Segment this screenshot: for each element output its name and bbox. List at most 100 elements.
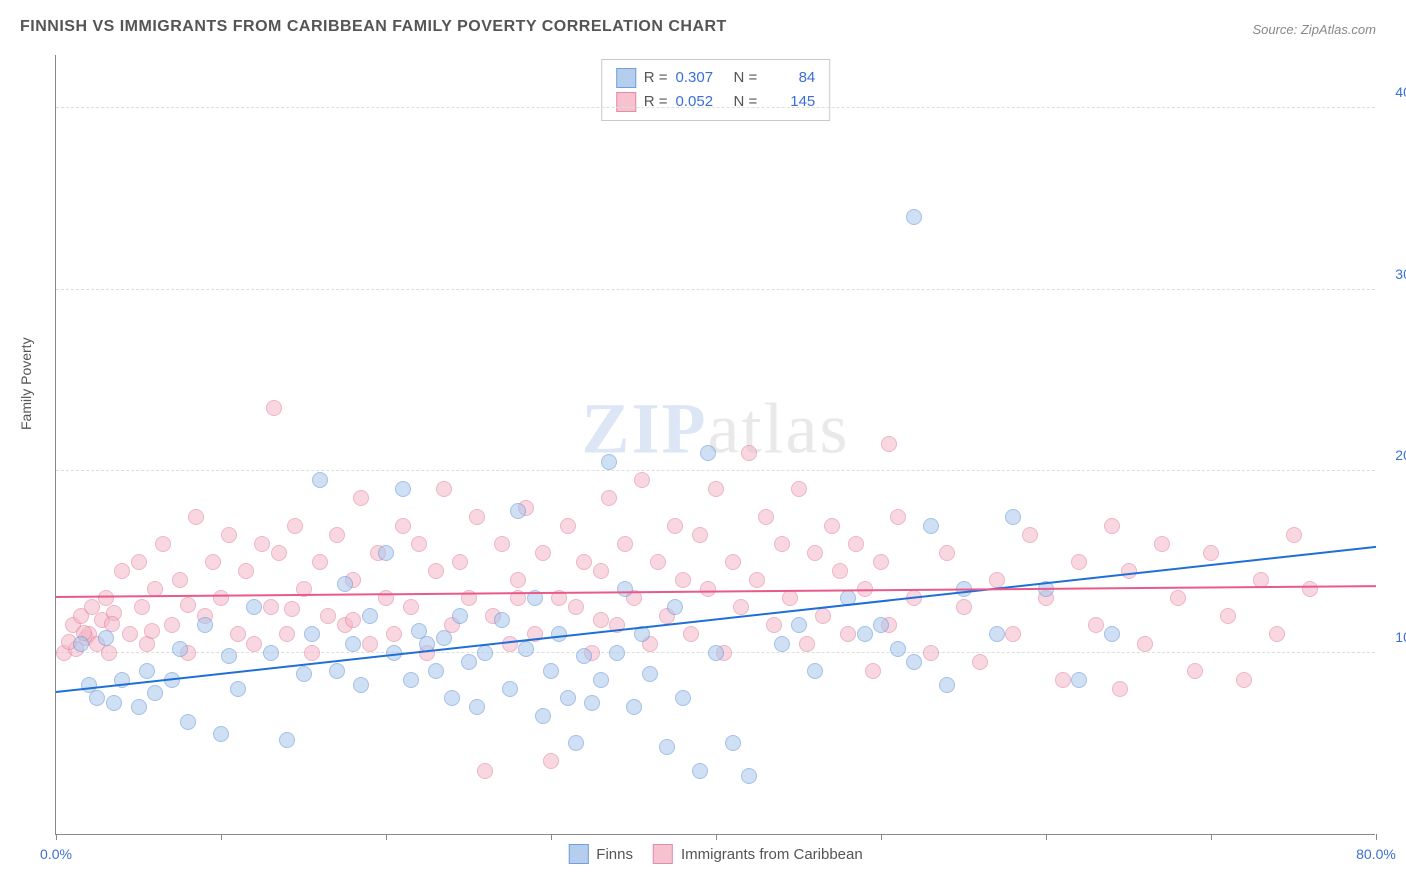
scatter-point: [601, 490, 617, 506]
scatter-point: [1005, 626, 1021, 642]
scatter-point: [700, 445, 716, 461]
y-tick-label: 20.0%: [1395, 447, 1406, 463]
scatter-point: [271, 545, 287, 561]
scatter-point: [230, 681, 246, 697]
scatter-point: [906, 654, 922, 670]
scatter-point: [266, 400, 282, 416]
scatter-point: [73, 636, 89, 652]
scatter-point: [593, 612, 609, 628]
scatter-point: [254, 536, 270, 552]
scatter-point: [667, 518, 683, 534]
scatter-point: [144, 623, 160, 639]
scatter-point: [626, 699, 642, 715]
scatter-point: [131, 699, 147, 715]
scatter-point: [1104, 626, 1120, 642]
scatter-point: [923, 645, 939, 661]
scatter-point: [584, 695, 600, 711]
scatter-point: [576, 648, 592, 664]
scatter-point: [246, 599, 262, 615]
x-tick: [1046, 834, 1047, 840]
scatter-point: [1302, 581, 1318, 597]
scatter-point: [477, 763, 493, 779]
scatter-point: [428, 563, 444, 579]
scatter-point: [815, 608, 831, 624]
scatter-point: [692, 527, 708, 543]
scatter-point: [650, 554, 666, 570]
scatter-point: [155, 536, 171, 552]
scatter-point: [593, 672, 609, 688]
x-tick: [716, 834, 717, 840]
scatter-point: [180, 714, 196, 730]
legend-swatch: [568, 844, 588, 864]
scatter-point: [560, 518, 576, 534]
scatter-point: [147, 685, 163, 701]
source-name: ZipAtlas.com: [1301, 22, 1376, 37]
scatter-point: [221, 648, 237, 664]
scatter-point: [1220, 608, 1236, 624]
source-prefix: Source:: [1252, 22, 1300, 37]
n-value: 84: [765, 66, 815, 90]
scatter-point: [824, 518, 840, 534]
scatter-point: [659, 739, 675, 755]
scatter-point: [667, 599, 683, 615]
legend-series: FinnsImmigrants from Caribbean: [568, 844, 862, 864]
scatter-point: [221, 527, 237, 543]
scatter-point: [329, 527, 345, 543]
scatter-point: [972, 654, 988, 670]
scatter-point: [568, 735, 584, 751]
scatter-point: [1121, 563, 1137, 579]
scatter-point: [213, 726, 229, 742]
scatter-point: [807, 663, 823, 679]
scatter-point: [568, 599, 584, 615]
scatter-point: [1104, 518, 1120, 534]
scatter-point: [395, 518, 411, 534]
scatter-point: [477, 645, 493, 661]
x-tick: [386, 834, 387, 840]
scatter-point: [939, 677, 955, 693]
scatter-point: [848, 536, 864, 552]
legend-stat-row: R = 0.307N = 84: [616, 66, 816, 90]
scatter-point: [1137, 636, 1153, 652]
scatter-point: [989, 626, 1005, 642]
r-label: R =: [644, 66, 668, 90]
scatter-point: [675, 690, 691, 706]
scatter-point: [436, 481, 452, 497]
scatter-point: [543, 663, 559, 679]
scatter-point: [774, 536, 790, 552]
y-axis-label: Family Poverty: [18, 337, 34, 430]
scatter-point: [114, 563, 130, 579]
scatter-point: [1088, 617, 1104, 633]
scatter-point: [807, 545, 823, 561]
scatter-point: [279, 626, 295, 642]
scatter-point: [758, 509, 774, 525]
scatter-point: [956, 599, 972, 615]
scatter-point: [89, 690, 105, 706]
scatter-point: [1187, 663, 1203, 679]
scatter-point: [353, 677, 369, 693]
scatter-point: [98, 630, 114, 646]
scatter-point: [444, 690, 460, 706]
scatter-point: [725, 735, 741, 751]
scatter-point: [1269, 626, 1285, 642]
scatter-point: [989, 572, 1005, 588]
scatter-point: [535, 545, 551, 561]
n-value: 145: [765, 90, 815, 114]
legend-stat-row: R = 0.052N = 145: [616, 90, 816, 114]
scatter-point: [213, 590, 229, 606]
r-value: 0.307: [676, 66, 726, 90]
scatter-point: [304, 626, 320, 642]
trend-line: [56, 545, 1376, 692]
gridline: [56, 107, 1375, 108]
legend-item: Immigrants from Caribbean: [653, 844, 863, 864]
scatter-point: [510, 572, 526, 588]
scatter-point: [428, 663, 444, 679]
scatter-point: [518, 641, 534, 657]
scatter-point: [180, 597, 196, 613]
scatter-point: [263, 645, 279, 661]
legend-label: Immigrants from Caribbean: [681, 846, 863, 863]
scatter-point: [287, 518, 303, 534]
x-tick-label: 80.0%: [1356, 846, 1396, 862]
scatter-point: [452, 608, 468, 624]
scatter-point: [296, 666, 312, 682]
scatter-point: [337, 576, 353, 592]
